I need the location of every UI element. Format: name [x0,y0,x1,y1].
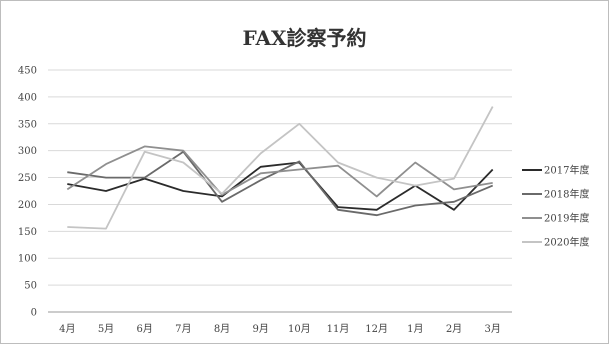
legend-label: 2020年度 [544,236,589,249]
legend-label: 2017年度 [544,164,589,177]
x-tick-label: 1月 [407,323,423,335]
y-tick-label: 250 [18,173,37,184]
x-tick-label: 7月 [175,323,191,335]
y-tick-label: 150 [18,227,37,238]
y-tick-label: 50 [24,281,37,292]
x-tick-label: 6月 [136,323,152,335]
y-tick-label: 450 [18,66,37,77]
chart-title: FAX診察予約 [242,26,367,50]
x-tick-label: 8月 [214,323,230,335]
x-tick-label: 12月 [365,323,388,335]
series-line-4 [67,106,494,230]
x-tick-label: 10月 [288,323,311,335]
x-tick-label: 4月 [59,323,75,335]
x-tick-label: 2月 [446,323,462,335]
x-tick-label: 3月 [484,323,500,335]
y-tick-label: 350 [18,119,37,130]
legend-label: 2018年度 [544,188,589,201]
y-tick-label: 100 [18,254,37,265]
series-line-3 [66,145,493,198]
y-tick-label: 0 [31,308,37,319]
x-tick-label: 5月 [98,323,114,335]
x-tick-label: 9月 [252,323,268,335]
y-tick-label: 400 [18,92,37,103]
legend-label: 2019年度 [544,212,589,225]
x-tick-label: 11月 [327,323,350,335]
y-tick-label: 200 [18,200,37,211]
series-line-1 [67,161,494,211]
y-tick-label: 300 [18,146,37,157]
